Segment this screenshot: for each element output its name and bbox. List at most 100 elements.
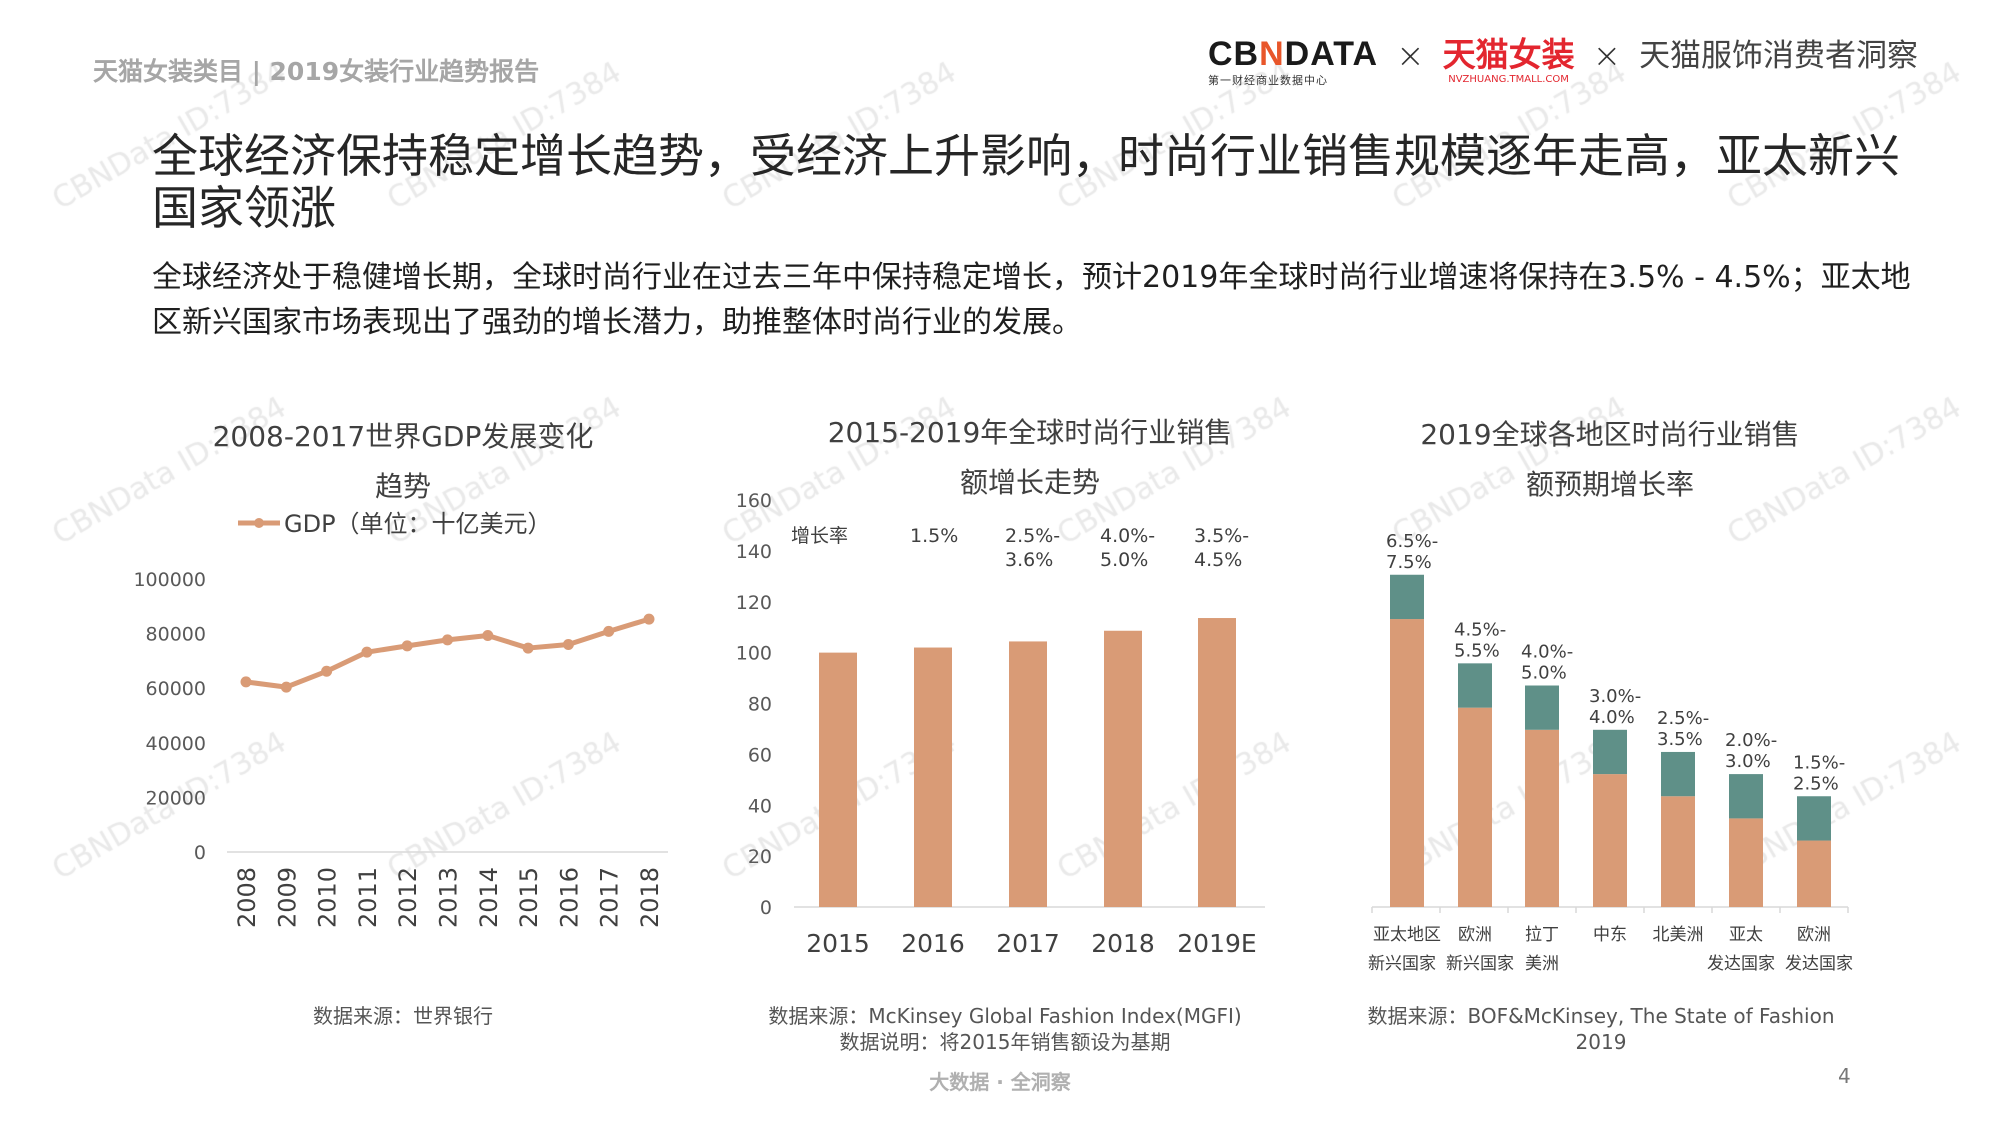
- gdp-data-point: [442, 634, 453, 646]
- bar-segment-range: [1661, 751, 1695, 797]
- y-tick-label: 20000: [146, 787, 206, 809]
- bar-data-label: 4.0%-: [1521, 642, 1573, 663]
- x-tick-label: 欧洲: [1797, 925, 1831, 945]
- growth-rate-value: 3.6%: [1005, 549, 1053, 571]
- x-tick-label: 2010: [314, 867, 342, 928]
- gdp-data-point: [240, 676, 252, 688]
- growth-rate-value: 3.5%-: [1194, 525, 1249, 547]
- gdp-data-point: [482, 630, 494, 642]
- x-tick-label: 2013: [435, 867, 463, 928]
- charts-canvas: 0 20000 40000 60000 80000 100000 2008 2009 2010 2…: [133, 490, 1853, 974]
- bar-data-label: 7.5%: [1386, 552, 1432, 573]
- sales-bar: [914, 647, 952, 907]
- sales-bar: [819, 652, 857, 907]
- bar-segment-low: [1593, 774, 1627, 907]
- growth-rate-value: 5.0%: [1100, 549, 1148, 571]
- cbndata-logo-text: CBNDATA: [1208, 35, 1379, 73]
- x-tick-label: 2016: [901, 929, 965, 958]
- x-tick-label: 2018: [636, 867, 664, 928]
- bar-data-label: 4.0%: [1589, 707, 1635, 728]
- y-tick-label: 60000: [146, 678, 206, 700]
- bar-segment-range: [1593, 729, 1627, 775]
- gdp-data-point: [321, 665, 333, 677]
- gdp-data-point: [643, 613, 655, 625]
- gdp-source: 数据来源：世界银行: [313, 1004, 493, 1028]
- x-tick-label: 亚太地区: [1373, 925, 1441, 945]
- bar-segment-range: [1458, 663, 1492, 708]
- page-title: 全球经济保持稳定增长趋势，受经济上升影响，时尚行业销售规模逐年走高，亚太新兴国家…: [152, 129, 1900, 235]
- bar-data-label: 2.5%-: [1657, 708, 1709, 729]
- region-title-line2: 额预期增长率: [1525, 468, 1694, 501]
- sales-source: 数据来源：McKinsey Global Fashion Index(MGFI)…: [715, 1003, 1295, 1055]
- growth-rate-value: 1.5%: [910, 525, 958, 547]
- x-tick-label: 2017: [596, 867, 624, 928]
- bar-data-label: 5.0%: [1521, 663, 1567, 684]
- bar-segment-range: [1797, 796, 1831, 841]
- y-tick-label: 0: [760, 897, 772, 919]
- y-tick-label: 40: [748, 795, 772, 817]
- x-tick-label: 新兴国家: [1368, 954, 1436, 974]
- bar-data-label: 3.0%: [1725, 751, 1771, 772]
- y-tick-label: 100: [736, 643, 772, 665]
- bar-segment-low: [1458, 707, 1492, 907]
- sales-bar-chart: 0 20 40 60 80 100 120 140 160 2015 2016 2017 2018 201…: [736, 490, 1265, 958]
- y-tick-label: 120: [736, 592, 772, 614]
- gdp-data-point: [522, 642, 534, 654]
- sales-title-line2: 额增长走势: [959, 466, 1100, 499]
- sales-bar: [1009, 641, 1047, 907]
- sales-bar: [1198, 618, 1236, 907]
- gdp-data-point: [603, 625, 615, 637]
- logo-accent: N: [1259, 35, 1285, 73]
- sales-note-line: 数据说明：将2015年销售额设为基期: [839, 1030, 1171, 1054]
- x-tick-label: 2017: [996, 929, 1060, 958]
- tmall-logo-sub: NVZHUANG.TMALL.COM: [1448, 74, 1569, 85]
- growth-rate-value: 2.5%-: [1005, 525, 1060, 547]
- bar-data-label: 2.0%-: [1725, 730, 1777, 751]
- x-tick-label: 2015: [806, 929, 870, 958]
- y-tick-label: 40000: [146, 733, 206, 755]
- bar-segment-range: [1390, 574, 1424, 620]
- x-tick-label: 亚太: [1729, 925, 1763, 945]
- gdp-data-point: [361, 646, 373, 658]
- summary-paragraph: 全球经济处于稳健增长期，全球时尚行业在过去三年中保持稳定增长，预计2019年全球…: [152, 260, 1911, 340]
- bar-data-label: 4.5%-: [1454, 619, 1506, 640]
- x-tick-label: 中东: [1593, 925, 1627, 945]
- gdp-series-line: [245, 616, 650, 690]
- x-tick-label: 北美洲: [1653, 925, 1704, 945]
- region-source-line2: 2019: [1575, 1030, 1627, 1054]
- legend-label: GDP（单位：十亿美元）: [284, 510, 552, 538]
- bar-data-label: 3.0%-: [1589, 686, 1641, 707]
- region-source: 数据来源：BOF&McKinsey, The State of Fashion …: [1311, 1003, 1891, 1055]
- bar-segment-low: [1797, 840, 1831, 907]
- gdp-chart-title: 2008-2017世界GDP发展变化 趋势: [153, 412, 653, 512]
- bar-segment-low: [1390, 619, 1424, 907]
- partner-logos: CBNDATA 第一财经商业数据中心 × 天猫女装 NVZHUANG.TMALL…: [1208, 36, 1918, 92]
- region-title-line1: 2019全球各地区时尚行业销售: [1420, 418, 1800, 451]
- cbndata-logo-sub: 第一财经商业数据中心: [1208, 74, 1328, 87]
- times-icon: ×: [1592, 36, 1622, 76]
- y-tick-label: 80000: [146, 624, 206, 646]
- x-tick-label: 美洲: [1525, 954, 1559, 974]
- growth-rate-value: 4.5%: [1194, 549, 1242, 571]
- bar-data-label: 3.5%: [1657, 729, 1703, 750]
- x-tick-label: 发达国家: [1785, 954, 1853, 974]
- report-header: 天猫女装类目 | 2019女装行业趋势报告: [93, 57, 540, 86]
- region-source-line1: 数据来源：BOF&McKinsey, The State of Fashion: [1367, 1004, 1835, 1028]
- gdp-title-line1: 2008-2017世界GDP发展变化: [212, 420, 594, 453]
- y-tick-label: 160: [736, 490, 772, 512]
- gdp-data-point: [562, 639, 574, 651]
- x-tick-label: 2018: [1091, 929, 1155, 958]
- x-tick-label: 2016: [555, 867, 583, 928]
- bar-segment-range: [1729, 774, 1763, 819]
- y-tick-label: 20: [748, 846, 772, 868]
- bar-segment-low: [1661, 796, 1695, 907]
- bar-data-label: 2.5%: [1793, 773, 1839, 794]
- growth-rate-value: 4.0%-: [1100, 525, 1155, 547]
- x-tick-label: 发达国家: [1707, 954, 1775, 974]
- x-tick-label: 2015: [515, 867, 543, 928]
- x-tick-label: 2019E: [1177, 929, 1256, 958]
- gdp-data-point: [280, 681, 292, 693]
- bar-data-label: 1.5%-: [1793, 752, 1845, 773]
- x-tick-label: 2008: [233, 867, 261, 928]
- cbndata-logo: CBNDATA 第一财经商业数据中心: [1208, 36, 1378, 88]
